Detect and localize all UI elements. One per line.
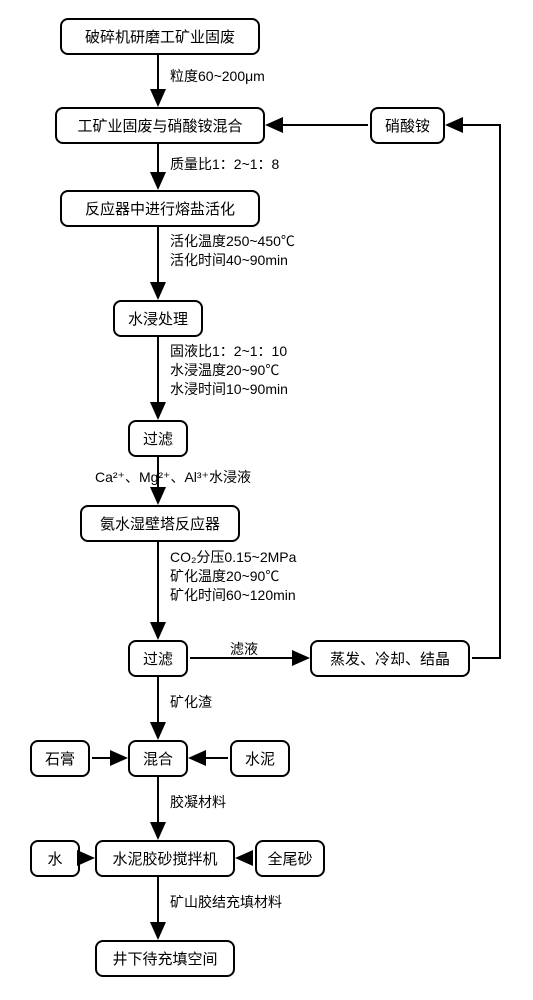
node-filter2: 过滤: [128, 640, 188, 677]
node-water: 水: [30, 840, 80, 877]
label-mass-ratio: 质量比1：2~1：8: [170, 155, 279, 174]
label-backfill: 矿山胶结充填材料: [170, 893, 282, 912]
label-solid-liquid: 固液比1：2~1：10: [170, 342, 288, 361]
node-cement: 水泥: [230, 740, 290, 777]
label-activation: 活化温度250~450℃ 活化时间40~90min: [170, 232, 295, 270]
node-gypsum: 石膏: [30, 740, 90, 777]
label-leach-temp: 水浸温度20~90℃: [170, 361, 288, 380]
node-tailings: 全尾砂: [255, 840, 325, 877]
node-molten-salt: 反应器中进行熔盐活化: [60, 190, 260, 227]
node-mix-nitrate: 工矿业固废与硝酸铵混合: [55, 107, 265, 144]
label-ions: Ca²⁺、Mg²⁺、Al³⁺水浸液: [95, 468, 251, 487]
node-filter1: 过滤: [128, 420, 188, 457]
label-filtrate: 滤液: [230, 640, 258, 659]
label-mineralize: CO₂分压0.15~2MPa 矿化温度20~90℃ 矿化时间60~120min: [170, 548, 296, 605]
node-underground: 井下待充填空间: [95, 940, 235, 977]
label-act-temp: 活化温度250~450℃: [170, 232, 295, 251]
label-cementitious: 胶凝材料: [170, 793, 226, 812]
node-water-leach: 水浸处理: [113, 300, 203, 337]
label-leach: 固液比1：2~1：10 水浸温度20~90℃ 水浸时间10~90min: [170, 342, 288, 399]
label-min-temp: 矿化温度20~90℃: [170, 567, 296, 586]
label-co2-pressure: CO₂分压0.15~2MPa: [170, 548, 296, 567]
node-evaporate: 蒸发、冷却、结晶: [310, 640, 470, 677]
node-crush: 破碎机研磨工矿业固废: [60, 18, 260, 55]
label-act-time: 活化时间40~90min: [170, 251, 295, 270]
node-mix: 混合: [128, 740, 188, 777]
label-slag: 矿化渣: [170, 693, 212, 712]
node-ammonium-nitrate: 硝酸铵: [370, 107, 445, 144]
label-min-time: 矿化时间60~120min: [170, 586, 296, 605]
node-mortar-mixer: 水泥胶砂搅拌机: [95, 840, 235, 877]
label-leach-time: 水浸时间10~90min: [170, 380, 288, 399]
node-ammonia-tower: 氨水湿壁塔反应器: [80, 505, 240, 542]
label-particle-size: 粒度60~200μm: [170, 67, 265, 86]
